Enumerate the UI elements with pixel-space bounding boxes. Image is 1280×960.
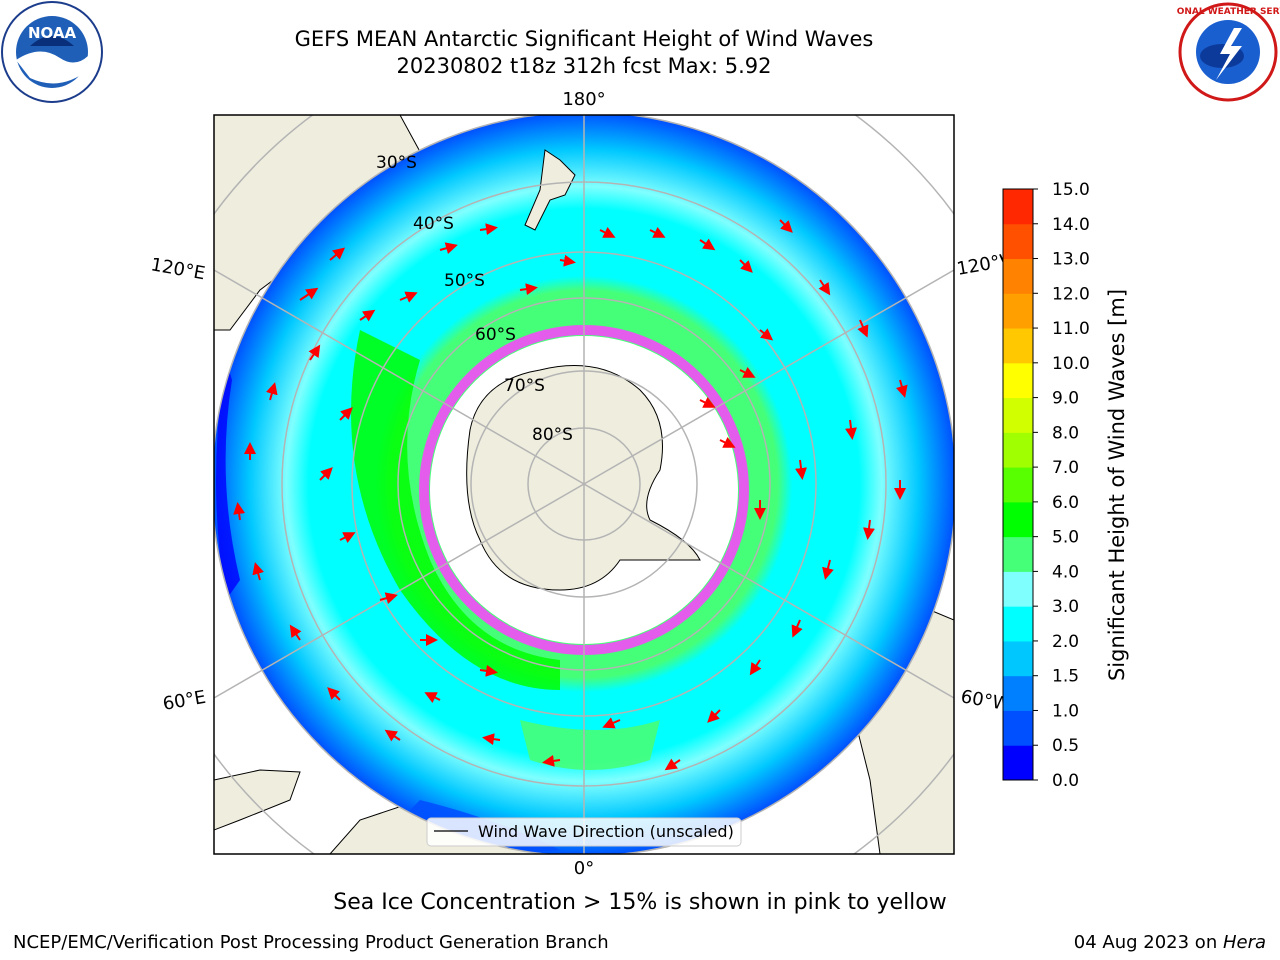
colorbar-tick-label: 8.0: [1052, 423, 1079, 443]
colorbar-segment: [1003, 710, 1033, 746]
sea-ice-note: Sea Ice Concentration > 15% is shown in …: [333, 890, 947, 915]
colorbar-tick-label: 14.0: [1052, 215, 1090, 235]
colorbar-tick-label: 15.0: [1052, 180, 1090, 200]
colorbar-segment: [1003, 328, 1033, 364]
chart-subtitle: 20230802 t18z 312h fcst Max: 5.92: [396, 54, 772, 78]
colorbar-segment: [1003, 675, 1033, 711]
colorbar-segment: [1003, 745, 1033, 781]
lon-label-120e: 120°E: [149, 254, 207, 284]
colorbar-tick-label: 6.0: [1052, 493, 1079, 513]
noaa-logo: NOAA: [1, 1, 103, 103]
colorbar-tick-label: 12.0: [1052, 284, 1090, 304]
colorbar-segment: [1003, 571, 1033, 607]
colorbar-tick-label: 1.5: [1052, 667, 1079, 687]
lat-label-30s: 30°S: [376, 153, 417, 173]
colorbar-segment: [1003, 293, 1033, 329]
colorbar-tick-label: 0.0: [1052, 771, 1079, 791]
colorbar-tick-label: 2.0: [1052, 632, 1079, 652]
colorbar-tick-label: 10.0: [1052, 354, 1090, 374]
footer-date: 04 Aug 2023 on Hera: [1074, 932, 1266, 953]
colorbar-segment: [1003, 258, 1033, 294]
colorbar-segment: [1003, 223, 1033, 260]
colorbar-tick-label: 5.0: [1052, 528, 1079, 548]
colorbar-tick-label: 1.0: [1052, 701, 1079, 721]
nws-logo: NATIONAL WEATHER SERVICE: [1176, 2, 1280, 102]
colorbar-tick-label: 9.0: [1052, 389, 1079, 409]
colorbar-border: [1002, 188, 1034, 781]
wind-wave-arrows: [233, 219, 908, 771]
footer-date-text: 04 Aug 2023 on: [1073, 932, 1223, 953]
lat-label-70s: 70°S: [504, 376, 545, 396]
colorbar-segment: [1003, 606, 1033, 642]
footer-host: Hera: [1222, 932, 1266, 953]
map-legend: Wind Wave Direction (unscaled): [426, 817, 742, 847]
colorbar-segment: [1003, 362, 1033, 399]
lat-label-60s: 60°S: [475, 325, 516, 345]
colorbar-segment: [1003, 189, 1033, 225]
noaa-logo-text: NOAA: [28, 24, 77, 42]
nws-logo-text: NATIONAL WEATHER SERVICE: [1176, 7, 1280, 17]
colorbar-tick-label: 11.0: [1052, 319, 1090, 339]
colorbar-tick-label: 0.5: [1052, 736, 1079, 756]
lat-label-80s: 80°S: [532, 425, 573, 445]
colorbar-tick-label: 13.0: [1052, 250, 1090, 270]
graticule: [214, 115, 954, 854]
new-zealand: [524, 149, 576, 231]
footer-credit: NCEP/EMC/Verification Post Processing Pr…: [13, 932, 609, 953]
lat-label-50s: 50°S: [444, 271, 485, 291]
colorbar-segment: [1003, 536, 1033, 572]
colorbar-label: Significant Height of Wind Waves [m]: [1105, 289, 1129, 681]
lon-label-60e: 60°E: [161, 687, 207, 715]
chart-title: GEFS MEAN Antarctic Significant Height o…: [294, 27, 874, 51]
colorbar-tick-label: 3.0: [1052, 597, 1079, 617]
colorbar-segment: [1003, 501, 1033, 538]
colorbar-tick-label: 7.0: [1052, 458, 1079, 478]
lon-label-0: 0°: [574, 858, 594, 879]
colorbar-tick-label: 4.0: [1052, 562, 1079, 582]
colorbar-segment: [1003, 432, 1033, 468]
colorbar-segment: [1003, 640, 1033, 677]
colorbar: 0.0 0.5 1.0 1.5 2.0 3.0 4.0 5.0 6.0 7.0 8.0 9.0 10.0…: [1002, 180, 1090, 791]
map-frame: [213, 114, 955, 855]
lon-label-180: 180°: [562, 89, 605, 110]
colorbar-segment: [1003, 467, 1033, 503]
lat-label-40s: 40°S: [413, 214, 454, 234]
legend-label: Wind Wave Direction (unscaled): [478, 822, 734, 841]
colorbar-segment: [1003, 397, 1033, 433]
